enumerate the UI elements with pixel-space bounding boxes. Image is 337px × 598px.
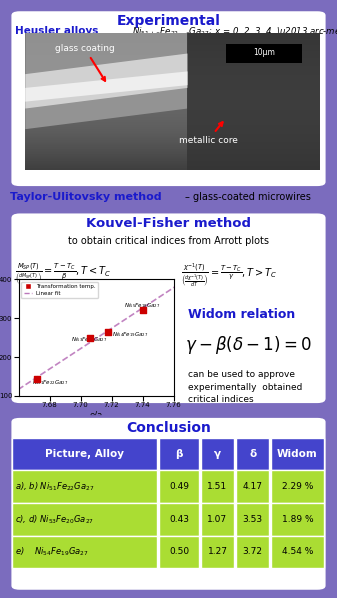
Point — [87, 332, 93, 342]
Text: Kouvel-Fisher method: Kouvel-Fisher method — [86, 217, 251, 230]
Text: c), d) $Ni_{53}Fe_{20}Ga_{27}$: c), d) $Ni_{53}Fe_{20}Ga_{27}$ — [15, 513, 94, 526]
Text: $\frac{\chi^{-1}(T)}{\left(\frac{d\chi^{-1}(T)}{dT}\right)} = \frac{T-T_C}{\gamm: $\frac{\chi^{-1}(T)}{\left(\frac{d\chi^{… — [181, 262, 277, 289]
Polygon shape — [25, 33, 187, 129]
Text: Heusler alloys: Heusler alloys — [15, 26, 102, 36]
Text: γ: γ — [214, 449, 221, 459]
Text: metallic core: metallic core — [179, 122, 238, 145]
Text: 2.29 %: 2.29 % — [282, 482, 313, 491]
Text: glass coating: glass coating — [55, 44, 115, 81]
Text: Widom: Widom — [277, 449, 318, 459]
Bar — [159, 503, 199, 536]
Bar — [201, 503, 234, 536]
Text: Taylor-Ulitovsky method: Taylor-Ulitovsky method — [10, 192, 162, 202]
Point — [140, 305, 145, 315]
Text: can be used to approve
experimentally  obtained
critical indices: can be used to approve experimentally ob… — [188, 370, 302, 404]
FancyBboxPatch shape — [10, 416, 327, 591]
Text: – glass-coated microwires: – glass-coated microwires — [185, 192, 311, 202]
Point — [34, 374, 40, 384]
Bar — [11, 503, 157, 536]
Text: δ: δ — [249, 449, 256, 459]
Text: 1.07: 1.07 — [207, 515, 227, 524]
Text: $\gamma - \beta(\delta - 1) = 0$: $\gamma - \beta(\delta - 1) = 0$ — [185, 334, 311, 356]
Text: β: β — [175, 449, 183, 459]
Text: 4.17: 4.17 — [243, 482, 263, 491]
Text: to obtain critical indices from Arrott plots: to obtain critical indices from Arrott p… — [68, 236, 269, 246]
Text: 10μm: 10μm — [253, 48, 275, 57]
Text: Widom relation: Widom relation — [188, 309, 295, 321]
Bar — [11, 438, 157, 470]
X-axis label: e/a: e/a — [89, 411, 103, 420]
Text: 0.50: 0.50 — [169, 547, 189, 556]
Bar — [201, 438, 234, 470]
Bar — [159, 536, 199, 568]
Text: Experimental: Experimental — [117, 14, 220, 28]
Text: e)    $Ni_{54}Fe_{19}Ga_{27}$: e) $Ni_{54}Fe_{19}Ga_{27}$ — [15, 545, 89, 558]
Text: $Ni_{55}Fe_{18}Ga_{27}$: $Ni_{55}Fe_{18}Ga_{27}$ — [124, 301, 160, 310]
Bar — [236, 503, 269, 536]
Bar — [201, 470, 234, 503]
Bar — [159, 470, 199, 503]
FancyBboxPatch shape — [10, 212, 327, 404]
Text: $\frac{M_{SP}(T)}{\left(\frac{dM_{SP}(T)}{dT}\right)} = \frac{T-T_C}{\beta}, T <: $\frac{M_{SP}(T)}{\left(\frac{dM_{SP}(T)… — [15, 262, 111, 287]
Text: $Ni_{51}Fe_{22}Ga_{27}$: $Ni_{51}Fe_{22}Ga_{27}$ — [32, 378, 68, 387]
Bar — [236, 536, 269, 568]
FancyBboxPatch shape — [10, 10, 327, 187]
Bar — [236, 470, 269, 503]
Bar — [271, 536, 324, 568]
Text: 3.72: 3.72 — [243, 547, 263, 556]
Text: $Ni_{51+x}Fe_{22-x}Ga_{27}$; x = 0, 2, 3, 4  \u2013 arc-melting: $Ni_{51+x}Fe_{22-x}Ga_{27}$; x = 0, 2, 3… — [132, 25, 337, 38]
Polygon shape — [25, 71, 187, 102]
Text: a), b) $Ni_{51}Fe_{22}Ga_{27}$: a), b) $Ni_{51}Fe_{22}Ga_{27}$ — [15, 480, 94, 493]
Text: $Ni_{53}Fe_{20}Ga_{27}$: $Ni_{53}Fe_{20}Ga_{27}$ — [71, 335, 108, 344]
Bar — [271, 438, 324, 470]
Legend: Transformation temp., Linear fit: Transformation temp., Linear fit — [21, 282, 98, 298]
Text: Conclusion: Conclusion — [126, 421, 211, 435]
Polygon shape — [187, 33, 320, 170]
Bar — [11, 470, 157, 503]
Text: 0.49: 0.49 — [169, 482, 189, 491]
Text: 4.54 %: 4.54 % — [282, 547, 313, 556]
Text: Picture, Alloy: Picture, Alloy — [45, 449, 124, 459]
Bar — [236, 438, 269, 470]
Bar — [201, 536, 234, 568]
Text: 1.89 %: 1.89 % — [282, 515, 313, 524]
Text: 1.27: 1.27 — [208, 547, 227, 556]
Bar — [159, 438, 199, 470]
Polygon shape — [25, 53, 187, 109]
Bar — [226, 44, 303, 63]
Point — [106, 327, 111, 337]
Text: $Ni_{54}Fe_{19}Ga_{27}$: $Ni_{54}Fe_{19}Ga_{27}$ — [112, 329, 148, 338]
Bar — [271, 503, 324, 536]
Text: 3.53: 3.53 — [243, 515, 263, 524]
Bar — [11, 536, 157, 568]
Bar — [271, 470, 324, 503]
Text: 1.51: 1.51 — [207, 482, 227, 491]
Text: 0.43: 0.43 — [169, 515, 189, 524]
